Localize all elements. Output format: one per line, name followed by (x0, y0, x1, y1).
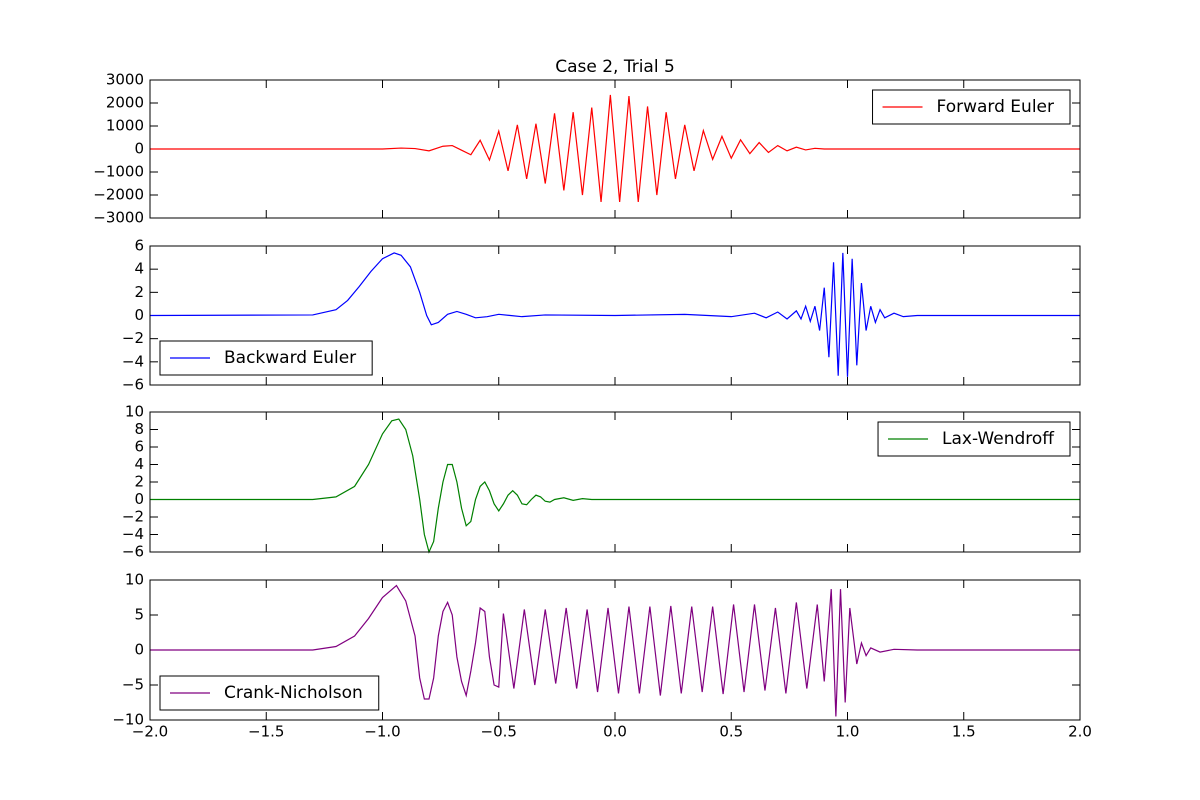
y-tick-label: 0 (134, 641, 144, 659)
y-tick-label: −5 (122, 676, 144, 694)
x-tick-label: −1.0 (364, 723, 400, 741)
y-tick-label: 3000 (106, 71, 144, 89)
y-tick-label: 10 (125, 571, 144, 589)
axes-frame (149, 79, 1081, 219)
axes-frame (149, 579, 1081, 721)
y-tick-label: 0 (134, 306, 144, 324)
x-tick-label: 1.5 (952, 723, 976, 741)
y-tick-label: −1000 (93, 163, 144, 181)
legend-label: Backward Euler (224, 348, 356, 368)
y-tick-label: 4 (134, 260, 144, 278)
chart-title: Case 2, Trial 5 (555, 57, 675, 77)
legend-label: Lax-Wendroff (942, 429, 1055, 449)
x-tick-label: 2.0 (1068, 723, 1092, 741)
axes-frame (149, 411, 1081, 553)
axes-frame (149, 245, 1081, 386)
y-tick-label: 2000 (106, 94, 144, 112)
y-tick-label: 0 (134, 140, 144, 158)
y-tick-label: 1000 (106, 117, 144, 135)
y-tick-label: 6 (134, 438, 144, 456)
y-tick-label: 4 (134, 455, 144, 473)
legend-label: Crank-Nicholson (224, 683, 363, 703)
series-line (150, 94, 1080, 202)
y-tick-label: 2 (134, 283, 144, 301)
series-line (150, 584, 1080, 717)
x-tick-label: 0.5 (719, 723, 743, 741)
x-tick-label: −1.5 (248, 723, 284, 741)
y-tick-label: 0 (134, 490, 144, 508)
x-tick-label: −0.5 (481, 723, 517, 741)
y-tick-label: −2 (122, 329, 144, 347)
x-tick-label: 0.0 (603, 723, 627, 741)
y-tick-label: −10 (112, 711, 144, 729)
x-tick-label: −2.0 (132, 723, 168, 741)
y-tick-label: 6 (134, 237, 144, 255)
y-tick-label: −2 (122, 508, 144, 526)
y-tick-label: 5 (134, 606, 144, 624)
y-tick-label: −6 (122, 543, 144, 561)
legend-label: Forward Euler (937, 97, 1054, 117)
y-tick-label: 10 (125, 403, 144, 421)
y-tick-label: −2000 (93, 186, 144, 204)
y-tick-label: 8 (134, 420, 144, 438)
y-tick-label: −4 (122, 525, 144, 543)
y-tick-label: −3000 (93, 209, 144, 227)
y-tick-label: −4 (122, 352, 144, 370)
y-tick-label: 2 (134, 473, 144, 491)
series-line (149, 252, 1080, 377)
y-tick-label: −6 (122, 376, 144, 394)
x-tick-label: 1.0 (836, 723, 860, 741)
series-line (150, 418, 1080, 554)
